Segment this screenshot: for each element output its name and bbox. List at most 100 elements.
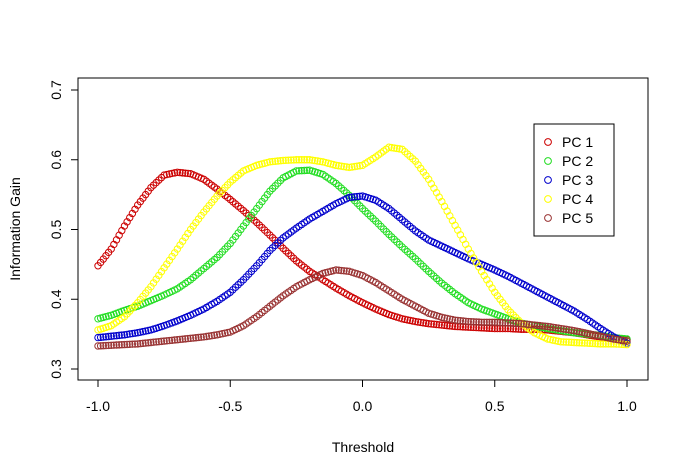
data-point	[271, 182, 279, 190]
data-point	[295, 167, 303, 175]
data-point	[549, 336, 557, 344]
data-point	[414, 318, 422, 326]
data-point	[583, 339, 592, 347]
y-tick-label: 0.7	[48, 80, 64, 100]
data-point	[350, 162, 359, 171]
data-point	[393, 238, 401, 246]
data-point	[438, 321, 446, 329]
data-point	[165, 170, 174, 178]
data-point	[237, 278, 245, 286]
data-point	[506, 319, 515, 327]
data-point	[546, 323, 554, 331]
data-point	[141, 327, 150, 335]
legend-label: PC 2	[562, 153, 593, 169]
data-point	[583, 329, 592, 338]
data-point	[533, 321, 541, 330]
data-point	[599, 340, 607, 348]
data-point	[435, 321, 443, 329]
data-point	[379, 225, 388, 233]
data-point	[430, 320, 438, 328]
data-point	[334, 266, 343, 274]
data-point	[268, 184, 277, 193]
data-point	[282, 247, 290, 255]
data-point	[393, 144, 401, 153]
data-point	[96, 342, 105, 350]
data-point	[501, 319, 510, 327]
data-point	[506, 308, 515, 317]
data-point	[163, 170, 171, 179]
data-point	[573, 338, 581, 347]
data-point	[287, 156, 295, 164]
data-point	[586, 330, 594, 338]
data-point	[155, 337, 163, 346]
data-point	[525, 320, 533, 329]
data-point	[573, 327, 581, 335]
data-point	[96, 333, 105, 342]
data-point	[591, 339, 599, 348]
data-point	[509, 319, 517, 327]
data-point	[612, 335, 621, 344]
data-point	[369, 214, 377, 223]
data-point	[118, 331, 126, 339]
data-point	[528, 321, 536, 329]
data-point	[496, 318, 504, 327]
data-point	[353, 162, 361, 170]
data-point	[157, 337, 166, 346]
data-point	[419, 262, 428, 271]
data-point	[514, 319, 523, 328]
data-point	[440, 314, 449, 322]
data-point	[477, 318, 486, 326]
data-point	[266, 246, 274, 255]
x-tick-label: 0.0	[353, 398, 373, 414]
data-point	[401, 315, 409, 324]
legend-marker	[544, 138, 552, 146]
data-point	[107, 332, 115, 340]
data-point	[271, 241, 279, 250]
data-point	[602, 333, 610, 342]
data-point	[594, 340, 602, 348]
series-5	[94, 266, 631, 350]
data-point	[332, 161, 340, 170]
data-point	[353, 192, 361, 201]
data-point	[141, 339, 150, 347]
data-point	[149, 181, 158, 189]
data-point	[348, 193, 356, 201]
data-point	[443, 321, 451, 330]
data-point	[290, 254, 298, 263]
data-point	[136, 339, 145, 348]
data-point	[361, 207, 369, 215]
data-point	[165, 256, 174, 265]
data-point	[173, 168, 182, 177]
data-point	[567, 326, 576, 334]
data-point	[126, 340, 134, 349]
data-point	[157, 173, 166, 182]
data-point	[517, 319, 525, 328]
data-point	[268, 157, 277, 166]
data-point	[422, 265, 430, 273]
data-point	[451, 316, 459, 324]
data-point	[443, 314, 451, 323]
data-point	[305, 156, 314, 164]
data-point	[171, 249, 179, 257]
data-point	[229, 286, 237, 294]
data-point	[260, 226, 269, 234]
data-point	[152, 178, 160, 187]
data-point	[607, 334, 615, 343]
data-point	[565, 326, 573, 334]
data-point	[530, 321, 539, 329]
data-point	[618, 336, 626, 344]
data-point	[266, 231, 274, 239]
data-point	[266, 187, 274, 195]
x-axis-title: Threshold	[332, 439, 394, 455]
data-point	[255, 221, 264, 229]
data-point	[432, 320, 441, 329]
data-point	[562, 338, 570, 346]
data-point	[300, 166, 309, 175]
data-point	[149, 338, 158, 346]
data-point	[128, 329, 137, 338]
data-point	[416, 318, 425, 327]
data-point	[110, 341, 118, 349]
data-point	[271, 157, 279, 165]
